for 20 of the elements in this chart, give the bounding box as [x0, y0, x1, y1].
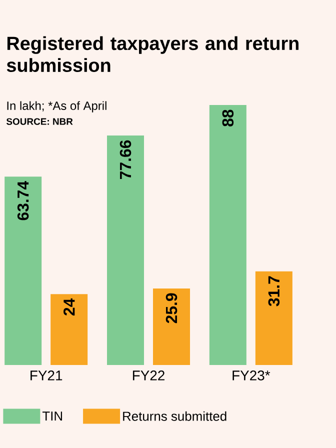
data-label: 88 [222, 110, 234, 126]
x-tick-label: FY22 [132, 370, 164, 380]
data-label: 77.66 [120, 140, 132, 179]
data-label: 24 [64, 298, 75, 316]
x-tick-label: FY21 [30, 370, 62, 380]
x-tick-label: FY23* [232, 370, 270, 380]
bar [4, 176, 42, 365]
annotation: SOURCE: NBR [6, 118, 73, 125]
legend-label: Returns submitted [123, 411, 226, 421]
data-label: 63.74 [17, 180, 29, 220]
bar [209, 104, 246, 365]
chart-subtitle: In lakh; *As of April [7, 101, 106, 112]
bar [50, 294, 88, 365]
data-label: 25.9 [166, 293, 178, 324]
bar [153, 288, 190, 365]
legend-label: TIN [42, 412, 62, 420]
data-label: 31.7 [268, 276, 280, 306]
bar [107, 136, 144, 365]
chart-title: Registered taxpayers and return submission [6, 36, 298, 72]
bar [255, 271, 292, 365]
